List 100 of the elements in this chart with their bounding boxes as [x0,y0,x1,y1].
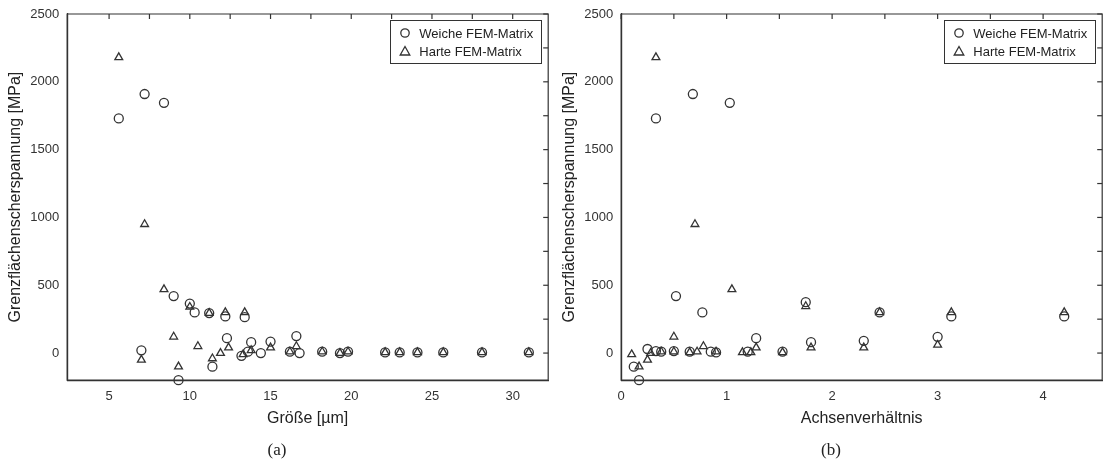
y-axis-title: Grenzflächenscherspannung [MPa] [6,71,24,323]
point [136,354,146,363]
point [1059,307,1069,316]
point [168,290,179,302]
point [806,342,816,351]
point [669,331,679,340]
y-tick-label: 0 [605,344,614,360]
x-tick-label: 25 [424,387,440,403]
y-tick-label: 1500 [584,141,614,157]
point [646,347,656,356]
x-tick-label: 3 [934,387,942,403]
y-tick-label: 2500 [30,5,60,21]
point [801,301,811,310]
point [690,219,700,228]
point [158,97,170,108]
point [633,375,645,386]
point [751,333,762,344]
point [1059,311,1070,322]
point [946,307,956,316]
x-tick-label: 10 [182,387,198,403]
point [242,346,254,357]
legend-label: Harte FEM-Matrix [973,43,1076,59]
point [113,113,124,124]
point [215,347,226,356]
point [239,311,250,323]
point [207,361,218,372]
point [224,342,234,351]
y-tick-label: 0 [51,344,60,360]
y-axis-title: Grenzflächenscherspannung [MPa] [560,71,578,323]
point [727,284,737,293]
y-tick-label: 1000 [30,209,60,225]
point [220,307,230,316]
point [742,346,753,357]
point [746,347,756,356]
x-tick-label: 5 [105,387,113,403]
point [240,307,250,316]
point [651,52,661,61]
point [805,337,817,348]
x-axis-title: Achsenverhältnis [800,408,923,426]
y-tick-label: 2000 [30,73,60,89]
point [946,311,957,322]
x-tick-label: 2 [828,387,836,403]
x-tick-label: 1 [723,387,731,403]
point [173,361,184,370]
point [136,345,147,356]
point [628,361,639,372]
x-axis-title: Größe [µm] [267,408,349,426]
point [114,52,124,61]
point [193,341,203,350]
point [650,345,662,357]
point [634,361,644,370]
legend-label: Harte FEM-Matrix [419,43,522,59]
x-tick-label: 4 [1039,387,1047,403]
point [692,346,702,355]
y-tick-label: 1500 [30,141,60,157]
point [169,331,179,340]
x-tick-label: 30 [505,387,520,403]
point [933,339,943,348]
point [159,284,169,293]
point [800,297,811,308]
point [265,336,276,347]
point [627,349,637,358]
legend-label: Weiche FEM-Matrix [973,25,1088,41]
y-tick-label: 500 [591,276,614,292]
point [670,290,682,302]
y-tick-label: 2000 [584,73,614,89]
point [294,347,305,359]
point [858,335,869,347]
point [140,219,150,228]
point [246,337,257,348]
point [173,375,184,386]
y-tick-label: 500 [37,276,60,292]
point [221,333,233,344]
point [207,353,217,362]
point [139,88,150,100]
point [705,346,716,357]
point [737,347,747,356]
point [932,331,943,342]
x-tick-label: 0 [617,387,625,403]
point [291,330,302,342]
text: (a) [266,440,288,460]
point [265,342,276,351]
point [650,113,662,124]
x-tick-label: 20 [344,387,359,403]
legend-label: Weiche FEM-Matrix [419,25,534,41]
point [255,347,266,359]
point [687,88,699,100]
y-tick-label: 1000 [584,209,614,225]
y-tick-label: 2500 [584,5,614,21]
text: (b) [820,440,842,460]
point [220,311,231,322]
point [189,307,200,318]
point [751,342,761,351]
point [291,341,301,350]
point [859,342,869,351]
point [698,341,708,350]
point [642,343,653,355]
x-tick-label: 15 [263,387,278,403]
point [697,307,708,318]
point [724,97,735,108]
